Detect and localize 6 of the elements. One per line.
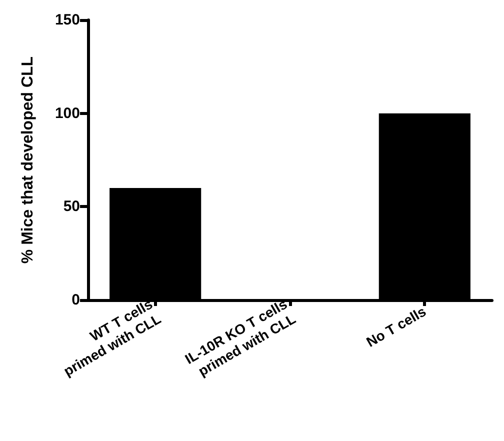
y-tick-label: 150	[54, 12, 80, 28]
y-tick-label: 50	[63, 198, 80, 216]
y-tick-label: 0	[72, 292, 80, 308]
y-tick-label: 100	[54, 104, 80, 122]
x-tick-label: No T cells	[363, 302, 429, 350]
y-axis-title: % Mice that developed CLL	[20, 56, 36, 264]
